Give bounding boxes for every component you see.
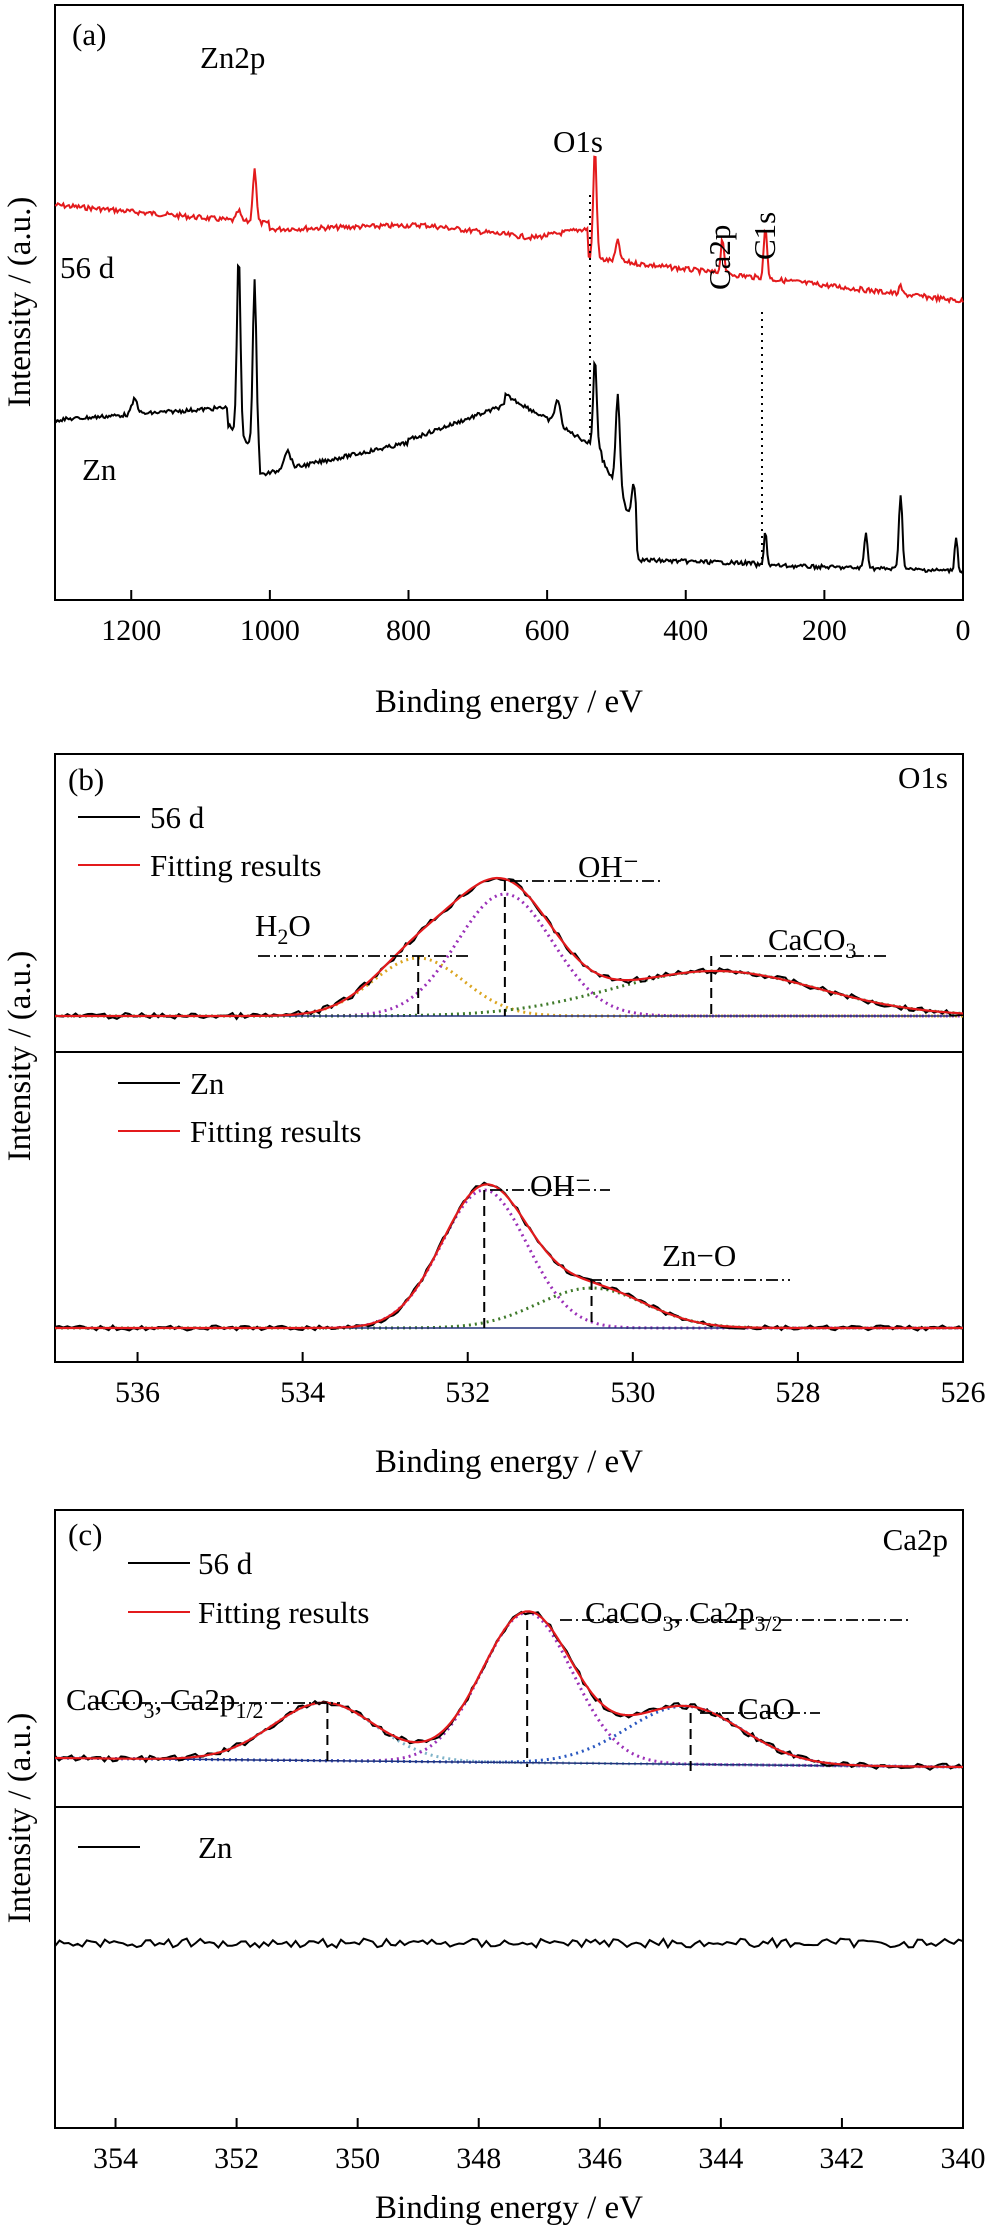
label-ca2p: Ca2p — [702, 225, 737, 290]
label-56d-a: 56 d — [60, 250, 115, 285]
label-c1s: C1s — [747, 212, 782, 260]
panel-a-frame — [54, 4, 964, 601]
panel-c-xlabel: Binding energy / eV — [375, 2190, 643, 2226]
background-baseline — [54, 1757, 964, 1768]
panel-a-xticks: 1200 1000 800 600 400 200 0 — [101, 590, 971, 647]
xtick-label: 528 — [775, 1376, 820, 1409]
xtick-label: 350 — [335, 2142, 380, 2175]
component-oh-zn — [55, 1188, 963, 1330]
xtick-label: 354 — [93, 2142, 138, 2175]
label-oh-top: OH⁻ — [578, 849, 639, 884]
panel-a-xlabel: Binding energy / eV — [375, 684, 643, 720]
xtick-label: 1200 — [101, 614, 161, 647]
component-zno — [55, 1286, 963, 1330]
xtick-label: 800 — [386, 614, 431, 647]
panel-c-xticks: 354 352 350 348 346 344 342 340 — [93, 2118, 986, 2175]
panel-c-bottom-plot — [54, 1936, 964, 1950]
panel-b-tag: (b) — [68, 762, 104, 797]
xtick-label: 534 — [280, 1376, 325, 1409]
xtick-label: 342 — [819, 2142, 864, 2175]
xtick-label: 530 — [610, 1376, 655, 1409]
xtick-label: 536 — [115, 1376, 160, 1409]
panel-a-tag: (a) — [72, 17, 106, 52]
label-caco3-ca2p32: CaCO3, Ca2p3/2 — [585, 1595, 783, 1636]
xtick-label: 352 — [214, 2142, 259, 2175]
legend-b-fit: Fitting results — [150, 848, 321, 883]
series-56d-survey — [54, 155, 964, 305]
panel-b-ylabel: Intensity / (a.u.) — [2, 951, 38, 1162]
legend-c-56d: 56 d — [198, 1546, 253, 1581]
panel-b: (b) O1s 536 534 532 530 528 526 Binding energ… — [2, 753, 986, 1480]
label-zn-a: Zn — [82, 452, 117, 487]
xtick-label: 400 — [663, 614, 708, 647]
series-zn-survey — [54, 263, 964, 575]
label-caco3-ca2p12: CaCO3, Ca2p1/2 — [66, 1682, 264, 1723]
xtick-label: 532 — [445, 1376, 490, 1409]
component-h2o — [55, 956, 963, 1018]
label-zno: Zn−O — [662, 1238, 736, 1273]
panel-a-ylabel: Intensity / (a.u.) — [2, 197, 38, 408]
panel-b-xticks: 536 534 532 530 528 526 — [115, 1352, 986, 1409]
panel-b-frame — [54, 753, 964, 1363]
label-o1s: O1s — [553, 124, 603, 159]
xtick-label: 346 — [577, 2142, 622, 2175]
measured-spectrum — [54, 1181, 964, 1332]
xtick-label: 200 — [802, 614, 847, 647]
panel-b-corner-label: O1s — [898, 760, 948, 795]
label-zn2p: Zn2p — [200, 40, 265, 75]
xtick-label: 348 — [456, 2142, 501, 2175]
xtick-label: 0 — [956, 614, 971, 647]
xtick-label: 344 — [698, 2142, 743, 2175]
label-oh-bottom: OH⁻ — [530, 1168, 591, 1203]
label-caco3-b: CaCO3 — [768, 922, 857, 963]
fitting-envelope — [55, 1610, 963, 1769]
xtick-label: 526 — [941, 1376, 986, 1409]
panel-c-frame — [54, 1509, 964, 2129]
xtick-label: 1000 — [240, 614, 300, 647]
panel-c-ylabel: Intensity / (a.u.) — [2, 1713, 38, 1924]
panel-c: (c) Ca2p 354 352 350 348 346 344 342 340 Bindin… — [2, 1509, 986, 2226]
legend-b2-zn: Zn — [190, 1066, 225, 1101]
series-zn-ca2p — [54, 1936, 964, 1950]
panel-b-xlabel: Binding energy / eV — [375, 1444, 643, 1480]
label-h2o: H2O — [255, 908, 311, 949]
fitting-envelope — [55, 876, 964, 1018]
panel-c-tag: (c) — [68, 1517, 102, 1552]
xtick-label: 600 — [525, 614, 570, 647]
panel-c-top-plot — [54, 1610, 964, 1771]
legend-b-56d: 56 d — [150, 800, 205, 835]
fitting-envelope — [55, 1183, 963, 1330]
panel-b-top-plot — [54, 876, 964, 1021]
panel-c-corner-label: Ca2p — [883, 1522, 948, 1557]
legend-c-fit: Fitting results — [198, 1595, 369, 1630]
xtick-label: 340 — [941, 2142, 986, 2175]
legend-c2-zn: Zn — [198, 1830, 233, 1865]
legend-b2-fit: Fitting results — [190, 1114, 361, 1149]
panel-b-bottom-plot — [54, 1181, 964, 1332]
component-caco3 — [55, 969, 964, 1018]
panel-a: (a) 1200 1000 800 600 400 200 0 Binding energy… — [2, 4, 971, 720]
label-cao: CaO — [738, 1691, 795, 1726]
